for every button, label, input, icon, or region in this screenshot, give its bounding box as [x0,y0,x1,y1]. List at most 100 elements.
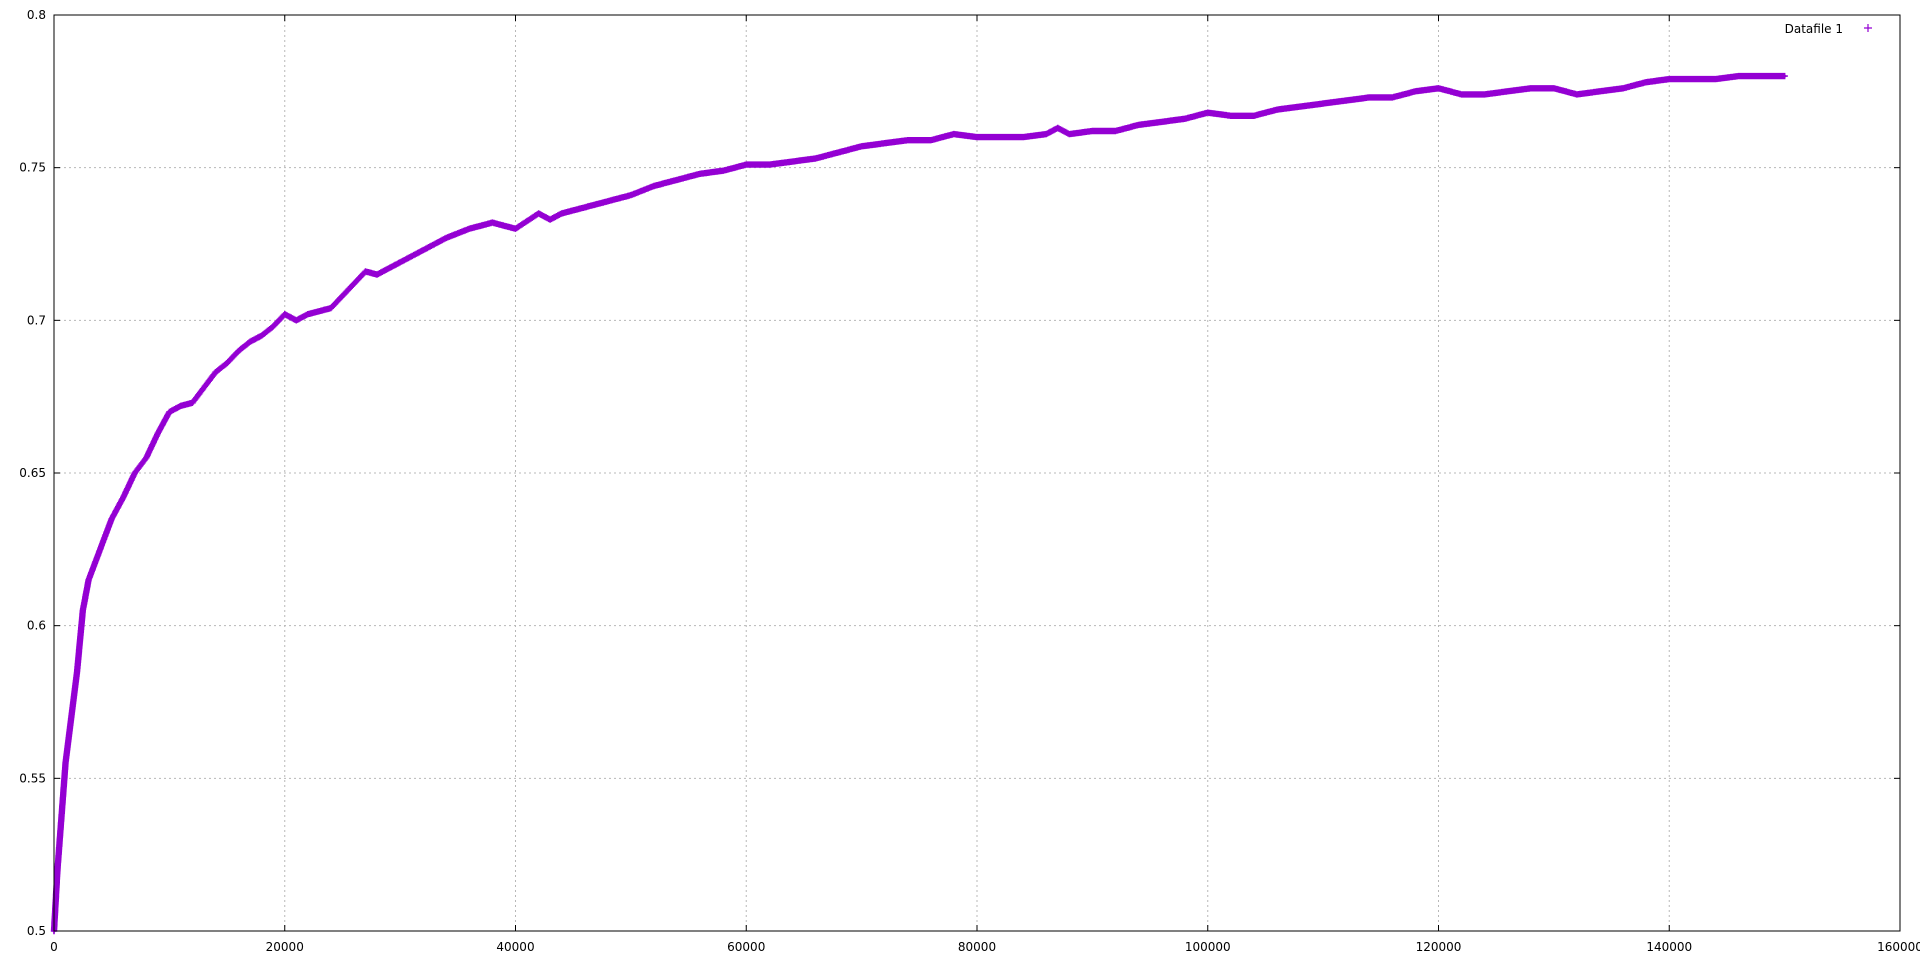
data-point [883,141,887,145]
data-point [92,563,96,567]
data-point [75,670,79,673]
data-point [1090,129,1094,133]
data-point [1056,126,1060,130]
x-tick-label: 160000 [1877,940,1920,954]
data-point [202,386,206,389]
data-point [1737,74,1740,78]
data-point [1067,132,1071,136]
x-tick-label: 80000 [958,940,996,954]
data-point [1506,89,1510,93]
data-point [1529,86,1533,90]
data-point [952,132,956,136]
legend-plus-icon [1864,24,1872,32]
data-point [1783,74,1787,78]
data-point [144,456,148,460]
data-point [167,410,171,414]
grid [54,15,1900,931]
data-point [1367,95,1371,99]
data-point [56,868,59,872]
data-point [1160,120,1164,124]
x-tick-label: 140000 [1646,940,1692,954]
data-point [1437,86,1440,90]
data-point [537,212,541,215]
data-point [444,236,448,240]
data-point [69,715,73,719]
data-point [1760,74,1764,78]
data-point [156,431,160,435]
data-point [340,294,344,298]
y-tick-label: 0.6 [27,619,46,633]
data-point [1044,132,1048,136]
data-point [1575,92,1579,96]
data-point [1206,111,1210,115]
data-point [790,160,794,164]
data-point [352,282,356,286]
series-markers [50,72,1788,935]
data-point [179,404,183,408]
series-datafile-1 [50,72,1788,935]
data-point [814,157,817,160]
x-tick-label: 60000 [727,940,765,954]
data-point [1113,129,1117,133]
data-point [190,401,194,405]
data-point [1713,77,1717,81]
data-point [1552,86,1556,90]
data-point [1413,89,1417,93]
legend-marker [1864,24,1872,32]
data-point [1298,105,1302,109]
x-tick-label: 0 [50,940,58,954]
data-point [1598,89,1602,93]
y-tick-label: 0.55 [19,771,46,785]
data-point [1021,135,1025,139]
data-point [237,349,241,353]
data-point [1321,102,1325,105]
data-point [490,221,494,225]
data-point [87,578,91,582]
data-point [59,822,63,826]
data-point [1390,95,1394,99]
data-point [1460,92,1464,96]
data-point [1344,99,1348,102]
data-point [1252,114,1256,118]
data-point [548,218,552,222]
data-point [64,761,67,765]
data-point [1667,77,1671,81]
data-point [110,517,114,521]
data-point [744,163,748,167]
legend: Datafile 1 [1785,22,1872,36]
data-point [260,334,264,338]
y-tick-label: 0.8 [27,8,46,22]
data-point [860,144,864,148]
data-point [1275,108,1279,112]
y-tick-label: 0.65 [19,466,46,480]
data-point [906,138,910,142]
y-tick-label: 0.75 [19,161,46,175]
data-point [767,163,771,167]
data-point [975,135,979,139]
data-point [583,205,587,209]
data-point [81,608,85,612]
data-point [467,227,471,231]
data-point [998,135,1002,139]
data-point [1621,86,1625,90]
data-point [698,172,702,176]
data-point [306,312,310,316]
data-point [721,169,725,173]
data-point [98,547,102,551]
x-tick-label: 100000 [1185,940,1231,954]
data-point [329,306,333,310]
data-point [837,150,840,154]
data-point [1483,92,1487,96]
x-tick-label: 20000 [266,940,304,954]
y-tick-label: 0.7 [27,313,46,327]
y-axis-ticks: 0.5 0.55 0.6 0.65 0.7 0.75 0.8 [19,8,1900,938]
data-point [514,227,517,231]
data-point [421,248,425,252]
data-point [271,324,275,328]
data-point [248,340,252,344]
data-point [364,270,367,273]
data-point [133,471,137,475]
data-point [1690,77,1694,81]
data-point [1644,80,1648,84]
